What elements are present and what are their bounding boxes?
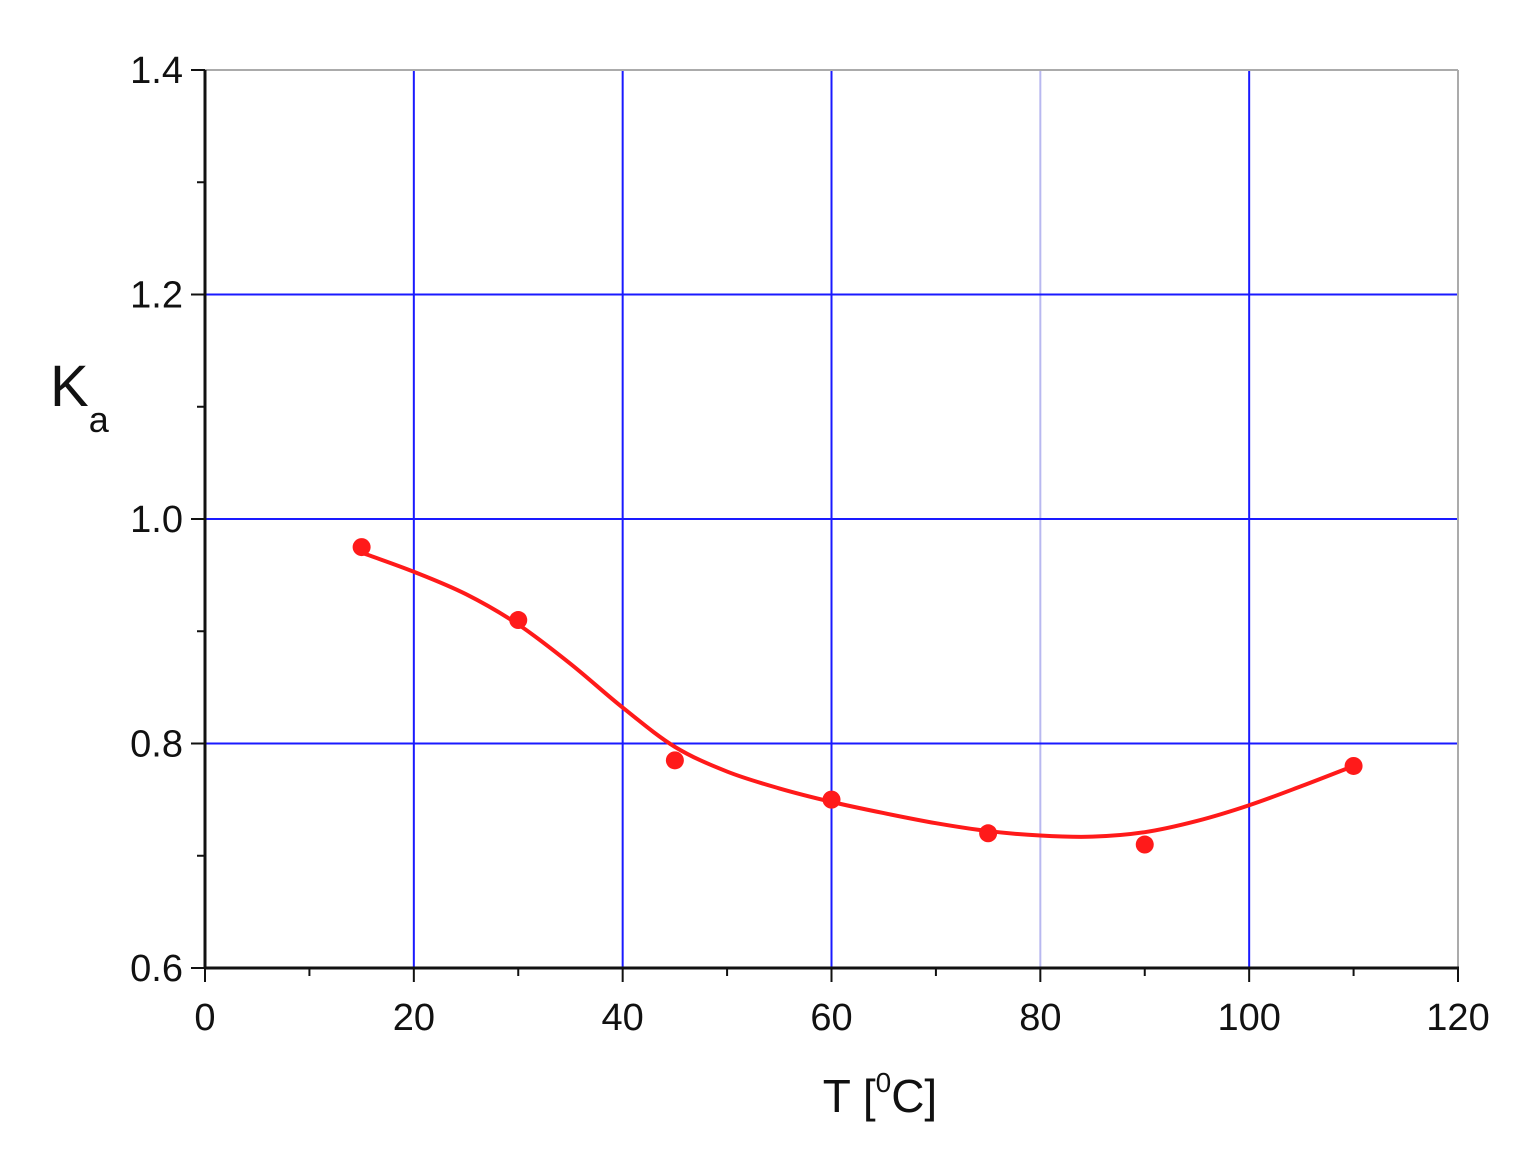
x-tick-label: 20 <box>393 997 435 1039</box>
y-axis-title-subscript: a <box>89 399 110 440</box>
x-axis-title: T [0C] <box>823 1067 937 1122</box>
y-tick-label: 1.4 <box>130 50 183 92</box>
data-point <box>1135 835 1154 854</box>
x-axis-title-main: T [ <box>823 1070 876 1122</box>
y-axis-title-main: K <box>50 354 89 419</box>
x-tick-label: 100 <box>1217 997 1280 1039</box>
y-tick-label: 1.0 <box>130 499 183 541</box>
series-layer <box>352 538 1363 854</box>
x-tick-label: 0 <box>194 997 215 1039</box>
y-tick-label: 0.8 <box>130 724 183 766</box>
x-tick-label: 60 <box>810 997 852 1039</box>
y-tick-label: 0.6 <box>130 948 183 990</box>
data-point <box>822 790 841 809</box>
labels-layer: 0 20 40 60 80 100 120 0.6 0.8 1.0 1.2 1.4 <box>130 50 1490 1039</box>
axes-layer <box>191 69 1459 982</box>
x-tick-label: 80 <box>1019 997 1061 1039</box>
data-point <box>1344 756 1363 775</box>
x-tick-label: 120 <box>1426 997 1489 1039</box>
y-axis-title: Ka <box>50 354 110 440</box>
data-point <box>352 538 371 557</box>
data-point <box>979 824 998 843</box>
grid-layer <box>205 70 1458 968</box>
data-point <box>509 611 528 630</box>
x-axis-title-superscript: 0 <box>876 1067 892 1098</box>
x-axis-title-unit: C] <box>891 1070 937 1122</box>
data-point <box>665 751 684 770</box>
fit-curve <box>360 550 1355 839</box>
y-tick-label: 1.2 <box>130 275 183 317</box>
x-tick-label: 40 <box>602 997 644 1039</box>
